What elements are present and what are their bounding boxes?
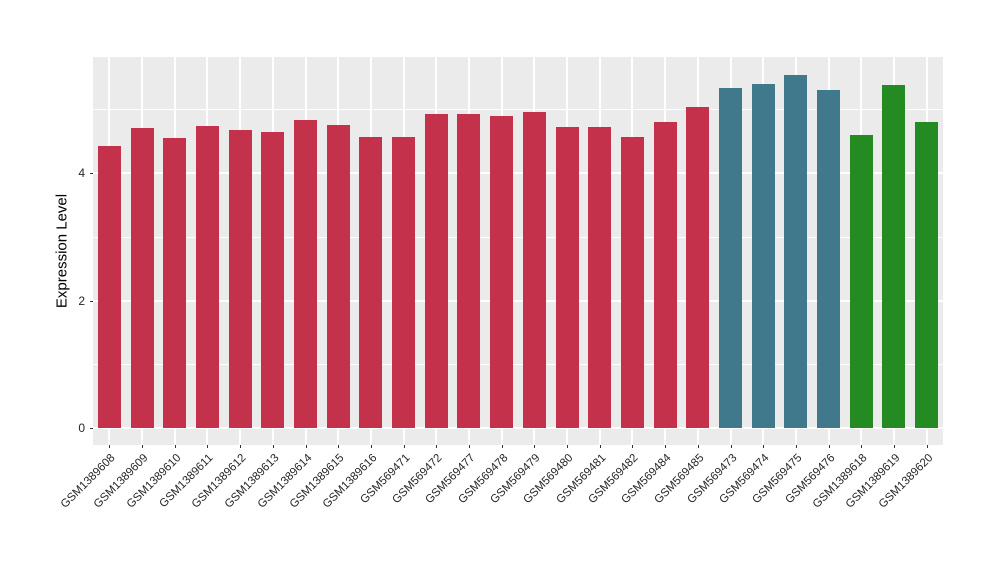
x-tick-mark xyxy=(665,445,667,448)
bar-GSM1389618 xyxy=(849,134,873,428)
x-tick-mark xyxy=(142,445,144,448)
bar-GSM569482 xyxy=(620,137,644,428)
bar-GSM569471 xyxy=(392,137,416,428)
bar-GSM1389610 xyxy=(163,137,187,428)
x-tick-mark xyxy=(305,445,307,448)
bar-GSM569481 xyxy=(588,127,612,428)
x-tick-mark xyxy=(567,445,569,448)
x-tick-mark xyxy=(338,445,340,448)
bar-GSM1389614 xyxy=(294,120,317,428)
bar-GSM569485 xyxy=(686,107,710,428)
y-minor-gridline xyxy=(93,236,943,238)
bar-GSM1389619 xyxy=(882,85,906,428)
x-tick-mark xyxy=(436,445,438,448)
y-tick-mark xyxy=(90,300,93,302)
bar-GSM569475 xyxy=(784,74,808,428)
bar-GSM1389615 xyxy=(326,125,350,428)
y-tick-label: 4 xyxy=(78,166,85,180)
x-tick-mark xyxy=(403,445,405,448)
x-tick-mark xyxy=(763,445,765,448)
bar-GSM569480 xyxy=(555,127,579,428)
x-tick-mark xyxy=(240,445,242,448)
y-major-gridline xyxy=(93,172,943,174)
y-tick-mark xyxy=(90,173,93,174)
bar-GSM1389612 xyxy=(228,130,252,428)
x-tick-mark xyxy=(534,445,536,448)
y-tick-label: 0 xyxy=(78,421,85,435)
bar-GSM1389611 xyxy=(195,126,219,428)
y-minor-gridline xyxy=(93,109,943,111)
y-major-gridline xyxy=(93,427,943,429)
bar-GSM1389609 xyxy=(130,128,154,428)
x-tick-mark xyxy=(697,445,699,448)
x-tick-mark xyxy=(109,445,111,448)
bar-GSM569476 xyxy=(817,90,841,428)
bar-GSM569474 xyxy=(751,84,775,428)
x-tick-mark xyxy=(632,445,634,448)
bar-GSM1389608 xyxy=(97,146,121,428)
x-tick-mark xyxy=(893,445,895,448)
x-tick-mark xyxy=(370,445,372,448)
x-tick-mark xyxy=(861,445,863,448)
x-tick-mark xyxy=(599,445,601,448)
bar-GSM569484 xyxy=(653,122,677,428)
x-tick-label: GSM1389608 xyxy=(59,452,118,511)
bar-GSM569473 xyxy=(719,87,742,428)
y-tick-label: 2 xyxy=(78,293,85,308)
x-tick-mark xyxy=(501,445,503,448)
x-tick-mark xyxy=(174,445,176,448)
y-axis-title: Expression Level xyxy=(53,193,71,309)
y-major-gridline xyxy=(93,299,943,302)
x-tick-mark xyxy=(795,445,797,448)
bar-GSM1389620 xyxy=(915,122,939,428)
x-tick-mark xyxy=(468,445,470,448)
bar-GSM1389613 xyxy=(261,131,285,428)
bar-GSM569479 xyxy=(522,112,546,428)
bar-GSM569472 xyxy=(424,113,448,428)
x-tick-mark xyxy=(828,445,830,448)
y-tick-mark xyxy=(90,428,93,429)
x-tick-mark xyxy=(272,445,274,448)
bar-GSM1389616 xyxy=(359,137,383,428)
plot-panel xyxy=(93,57,943,445)
y-minor-gridline xyxy=(93,364,943,366)
x-tick-mark xyxy=(730,445,732,448)
bar-GSM569477 xyxy=(457,114,481,428)
bar-GSM569478 xyxy=(490,115,514,428)
x-tick-mark xyxy=(926,445,928,448)
x-tick-mark xyxy=(207,445,209,448)
